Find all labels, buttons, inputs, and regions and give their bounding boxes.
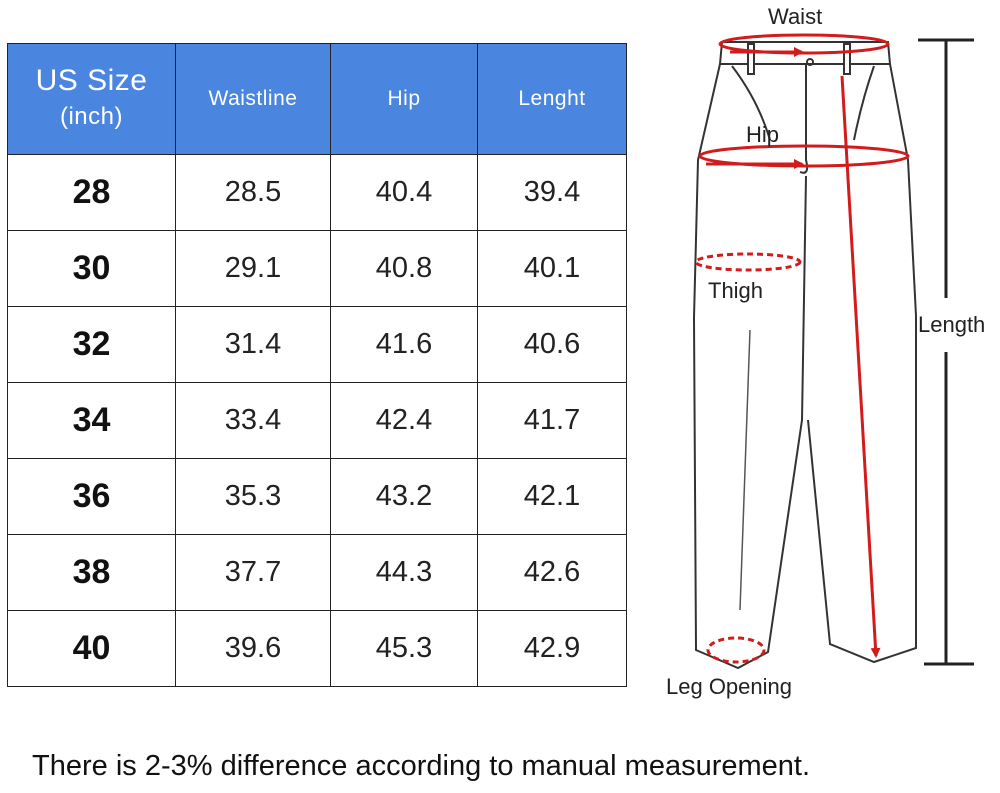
thigh-measure-ellipse <box>694 252 802 272</box>
hip-label: Hip <box>746 122 779 147</box>
measurement-lines <box>694 33 910 664</box>
size-cell: 36 <box>7 458 176 535</box>
header-size-label: US Size <box>35 64 148 97</box>
waist-cell: 33.4 <box>175 382 331 459</box>
waist-measure-ellipse <box>718 33 890 55</box>
table-row: 40 39.6 45.3 42.9 <box>7 610 627 687</box>
header-hip: Hip <box>330 43 478 155</box>
length-cell: 40.6 <box>477 306 627 383</box>
hip-cell: 41.6 <box>330 306 478 383</box>
length-cell: 41.7 <box>477 382 627 459</box>
waist-cell: 39.6 <box>175 610 331 687</box>
header-length: Lenght <box>477 43 627 155</box>
table-row: 30 29.1 40.8 40.1 <box>7 230 627 307</box>
header-us-size: US Size (inch) <box>7 43 176 155</box>
length-label: Length <box>918 312 985 337</box>
table-header-row: US Size (inch) Waistline Hip Lenght <box>7 43 627 155</box>
table-row: 36 35.3 43.2 42.1 <box>7 458 627 535</box>
header-size-unit: (inch) <box>59 103 123 130</box>
leg-opening-label: Leg Opening <box>666 674 792 699</box>
waist-cell: 31.4 <box>175 306 331 383</box>
header-waistline: Waistline <box>175 43 331 155</box>
waist-cell: 29.1 <box>175 230 331 307</box>
table-row: 28 28.5 40.4 39.4 <box>7 154 627 231</box>
hip-cell: 45.3 <box>330 610 478 687</box>
hip-cell: 44.3 <box>330 534 478 611</box>
size-cell: 28 <box>7 154 176 231</box>
thigh-label: Thigh <box>708 278 763 303</box>
waist-cell: 35.3 <box>175 458 331 535</box>
waist-label: Waist <box>768 4 822 29</box>
size-cell: 40 <box>7 610 176 687</box>
hip-measure-ellipse <box>698 144 910 168</box>
table-row: 32 31.4 41.6 40.6 <box>7 306 627 383</box>
table-row: 38 37.7 44.3 42.6 <box>7 534 627 611</box>
hip-cell: 43.2 <box>330 458 478 535</box>
length-arrow <box>840 75 881 658</box>
size-cell: 32 <box>7 306 176 383</box>
hip-cell: 40.8 <box>330 230 478 307</box>
size-cell: 34 <box>7 382 176 459</box>
length-bracket <box>918 38 974 666</box>
length-cell: 40.1 <box>477 230 627 307</box>
table-row: 34 33.4 42.4 41.7 <box>7 382 627 459</box>
hip-cell: 42.4 <box>330 382 478 459</box>
pants-outline <box>692 41 917 670</box>
size-cell: 38 <box>7 534 176 611</box>
size-chart-table: US Size (inch) Waistline Hip Lenght 28 2… <box>7 43 627 687</box>
waist-cell: 37.7 <box>175 534 331 611</box>
length-cell: 42.6 <box>477 534 627 611</box>
length-cell: 42.1 <box>477 458 627 535</box>
hip-cell: 40.4 <box>330 154 478 231</box>
measurement-note: There is 2-3% difference according to ma… <box>32 750 811 782</box>
length-cell: 42.9 <box>477 610 627 687</box>
leg-opening-measure-ellipse <box>706 636 766 664</box>
length-cell: 39.4 <box>477 154 627 231</box>
size-cell: 30 <box>7 230 176 307</box>
pants-measurement-diagram: Waist Hip Thigh Length Leg Opening <box>666 4 985 699</box>
waist-cell: 28.5 <box>175 154 331 231</box>
